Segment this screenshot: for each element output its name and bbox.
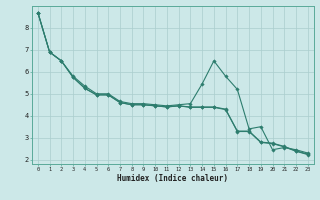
X-axis label: Humidex (Indice chaleur): Humidex (Indice chaleur): [117, 174, 228, 183]
